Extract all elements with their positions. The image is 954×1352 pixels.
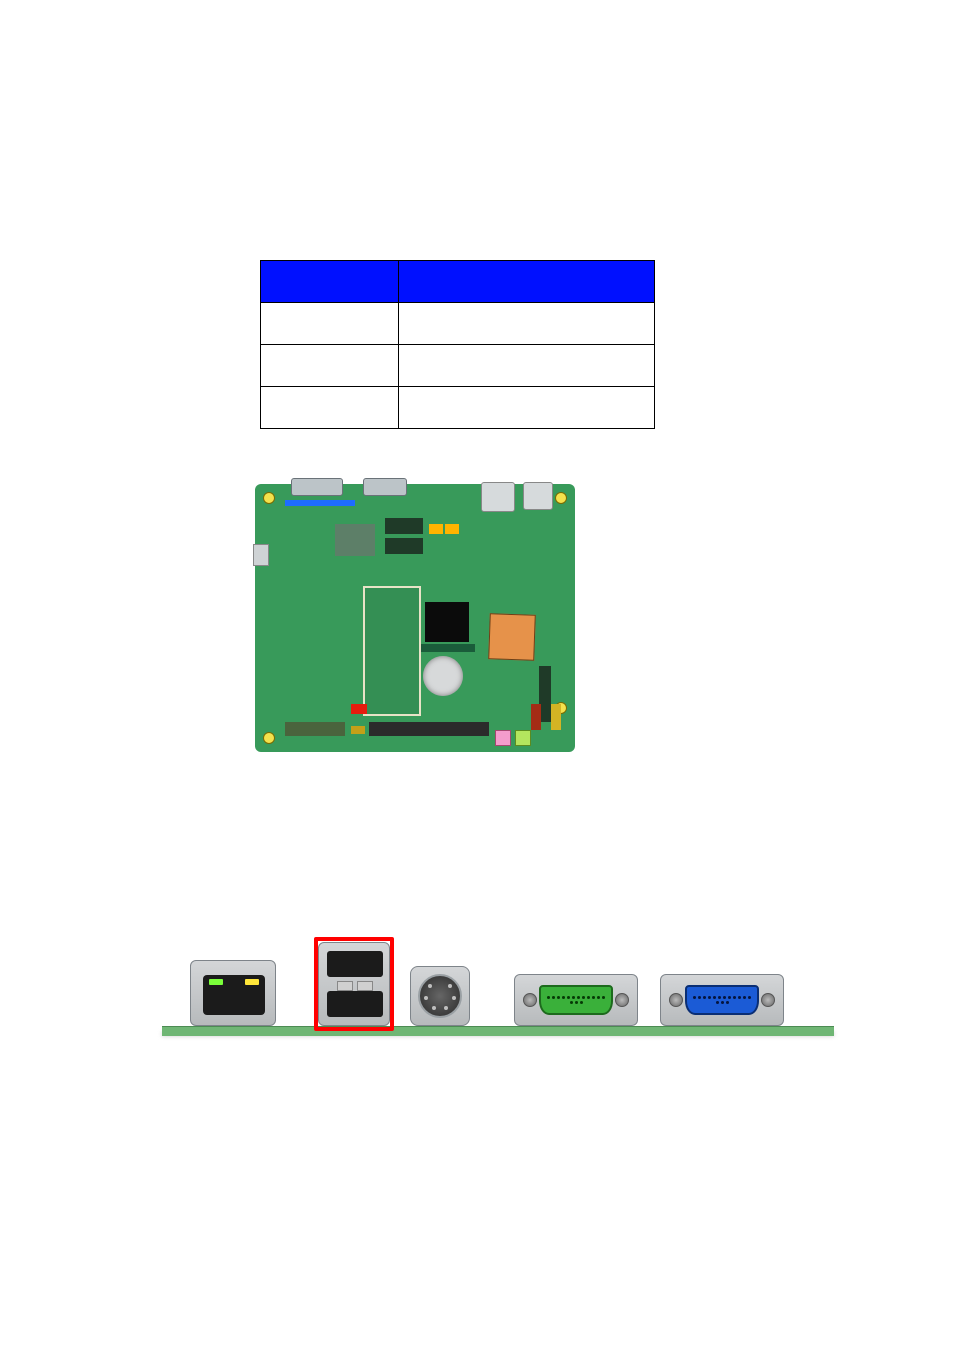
table-header-row <box>261 261 655 303</box>
jumper-icon <box>445 524 459 534</box>
table-row <box>261 303 655 345</box>
table-cell <box>261 387 399 429</box>
mounting-hole-icon <box>263 732 275 744</box>
table-cell <box>398 345 654 387</box>
db15-pins-icon <box>545 991 607 1009</box>
screw-icon <box>615 993 629 1007</box>
db15-shell-icon <box>539 985 613 1015</box>
table-cell <box>398 387 654 429</box>
screw-icon <box>523 993 537 1007</box>
jumper-icon <box>429 524 443 534</box>
port-body <box>410 966 470 1026</box>
bottom-connectors <box>285 718 565 742</box>
red-jumper-icon <box>351 704 367 714</box>
table-header-cell <box>398 261 654 303</box>
ethernet-port-icon <box>190 960 276 1026</box>
led-green-icon <box>209 979 223 985</box>
port-body <box>514 974 638 1026</box>
vga-port-icon <box>660 974 784 1026</box>
top-connector-icon <box>363 478 407 496</box>
table-header-cell <box>261 261 399 303</box>
led-yellow-icon <box>245 979 259 985</box>
usb-block-icon <box>523 482 553 510</box>
controller-chip-icon <box>488 613 536 661</box>
table-cell <box>261 345 399 387</box>
header-icon <box>385 518 423 534</box>
ps2-ring-icon <box>418 974 462 1018</box>
screw-icon <box>761 993 775 1007</box>
chip-label-icon <box>421 644 475 652</box>
bottom-connector-icon <box>351 726 365 734</box>
screw-icon <box>669 993 683 1007</box>
table-cell <box>261 303 399 345</box>
usb-slot-icon <box>327 951 383 977</box>
usb-slot-icon <box>327 991 383 1017</box>
table-cell <box>398 303 654 345</box>
usb-stack-port-icon <box>318 942 390 1026</box>
top-connector-icon <box>291 478 343 496</box>
heatsink-icon <box>335 524 375 556</box>
db15-port-icon <box>514 974 638 1026</box>
coin-cell-icon <box>423 656 463 696</box>
back-panel-diagram <box>162 928 834 1036</box>
vga-pins-icon <box>691 991 753 1009</box>
port-body <box>190 960 276 1026</box>
cpu-chip-icon <box>425 602 469 642</box>
usb-block-icon <box>481 482 515 512</box>
mounting-hole-icon <box>263 492 275 504</box>
rj45-jack-icon <box>203 975 265 1015</box>
port-body <box>318 942 390 1026</box>
board-pcb <box>255 484 575 752</box>
vga-shell-icon <box>685 985 759 1015</box>
cf-slot-icon <box>253 544 269 566</box>
blue-connector-icon <box>285 500 355 506</box>
ps2-port-icon <box>410 966 470 1026</box>
header-icon <box>385 538 423 554</box>
usb-mid-icon <box>337 981 373 991</box>
mounting-hole-icon <box>555 492 567 504</box>
pin-table-grid <box>260 260 655 429</box>
memory-slot-icon <box>363 586 421 716</box>
panel-base <box>162 1026 834 1036</box>
motherboard-diagram <box>255 484 575 752</box>
table-row <box>261 387 655 429</box>
ide-connector-icon <box>369 722 489 736</box>
port-body <box>660 974 784 1026</box>
pin-table <box>260 260 655 429</box>
page <box>0 0 954 1352</box>
table-row <box>261 345 655 387</box>
bottom-connector-icon <box>285 722 345 736</box>
